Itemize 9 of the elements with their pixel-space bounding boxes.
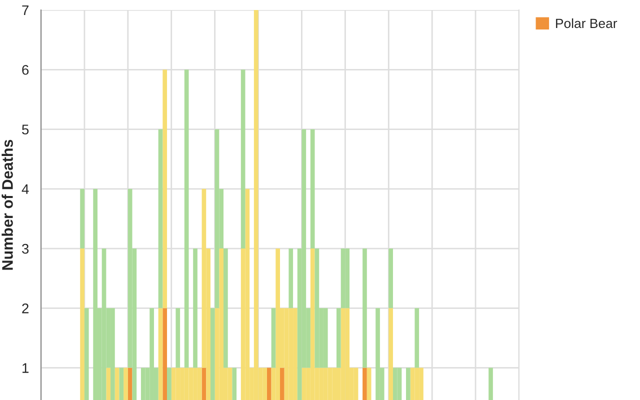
y-tick-label: 1 [22,363,29,373]
y-tick-label: 7 [22,5,28,16]
y-tick-label: 4 [22,184,29,194]
y-tick-label: 5 [22,124,29,134]
y-tick-label: 2 [22,304,28,314]
y-tick-label: 6 [22,64,29,75]
y-tick-label: 3 [22,244,29,254]
legend-label: Polar Bear [556,18,618,28]
y-axis-title: Number of Deaths [2,140,13,270]
